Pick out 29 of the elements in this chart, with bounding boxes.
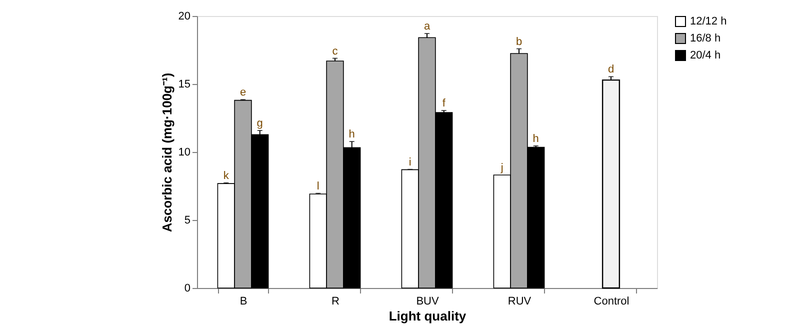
x-tick-label: RUV: [508, 296, 532, 308]
x-tick-label: B: [240, 296, 248, 308]
data-label: c: [332, 45, 338, 58]
y-tick-label: 5: [184, 214, 190, 226]
x-tick-label: R: [332, 296, 340, 308]
data-label: h: [348, 128, 355, 141]
data-label: l: [316, 180, 320, 192]
y-tick-label: 20: [178, 10, 190, 22]
y-tick-label: 0: [184, 282, 190, 294]
data-label: g: [256, 118, 263, 130]
data-label: h: [532, 132, 539, 145]
y-tick-label: 15: [178, 78, 190, 90]
data-label: j: [500, 162, 504, 174]
x-tick-label: Control: [594, 296, 630, 308]
data-label: a: [424, 20, 431, 33]
legend-label: 20/4 h: [690, 50, 721, 62]
data-label: b: [516, 36, 522, 48]
data-label: k: [223, 170, 230, 182]
bar: [602, 79, 620, 289]
data-label: e: [240, 86, 246, 99]
legend-label: 16/8 h: [690, 32, 721, 44]
x-axis-title: Light quality: [388, 308, 467, 324]
y-axis-title: Ascorbic acid (mg·100g⁻¹): [159, 72, 174, 232]
data-label: i: [408, 156, 412, 168]
legend-label: 12/12 h: [690, 16, 727, 28]
data-label: f: [442, 98, 446, 110]
y-tick-label: 10: [178, 146, 190, 158]
x-tick-label: BUV: [416, 296, 440, 308]
data-label: d: [608, 64, 614, 76]
